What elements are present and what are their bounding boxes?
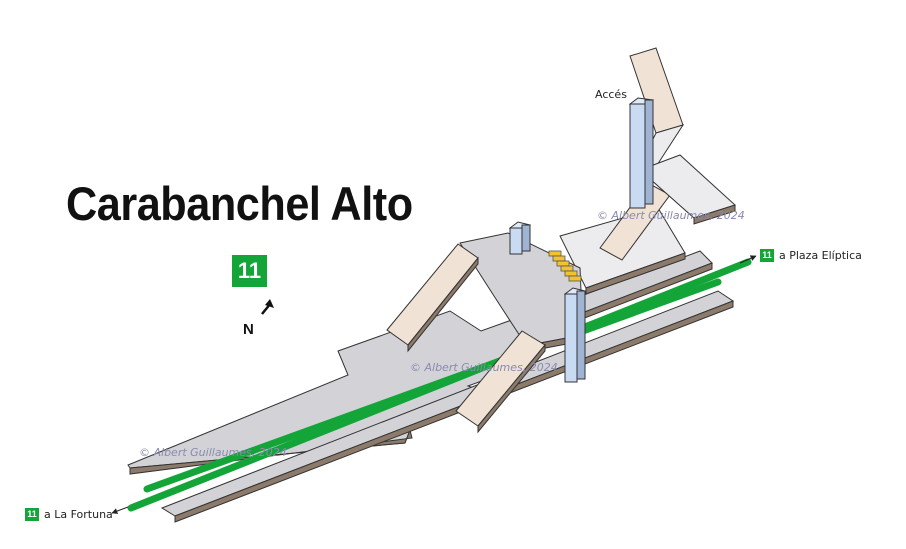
north-label: N (243, 321, 254, 338)
line-badge: 11 (232, 255, 267, 287)
credit-watermark: © Albert Guillaumes, 2024 (410, 361, 558, 374)
destination-la-fortuna: 11 a La Fortuna (25, 508, 113, 521)
stairs-vestibule-to-platform-east (455, 330, 546, 434)
access-label: Accés (595, 88, 627, 101)
destination-label: a La Fortuna (44, 508, 113, 521)
credit-watermark: © Albert Guillaumes, 2024 (597, 209, 745, 222)
line-badge-small: 11 (25, 508, 39, 521)
credit-watermark: © Albert Guillaumes, 2024 (139, 446, 287, 459)
fare-gates-icon (548, 250, 582, 282)
destination-label: a Plaza Elíptica (779, 249, 862, 262)
elevator-street (628, 97, 655, 209)
destination-plaza-eliptica: 11 a Plaza Elíptica (760, 249, 862, 262)
elevator-shafts (508, 97, 655, 383)
stairs-vestibule-to-platform-west (386, 243, 479, 353)
tracks-line-11 (127, 258, 752, 512)
elevator-vestibule (508, 221, 532, 255)
station-title: Carabanchel Alto (66, 177, 413, 230)
north-arrow-icon (261, 299, 274, 315)
elevator-platform (563, 287, 587, 383)
line-badge-small: 11 (760, 249, 774, 262)
arrow-to-la-fortuna-icon (111, 506, 129, 514)
arrow-to-plaza-eliptica-icon (739, 255, 757, 264)
